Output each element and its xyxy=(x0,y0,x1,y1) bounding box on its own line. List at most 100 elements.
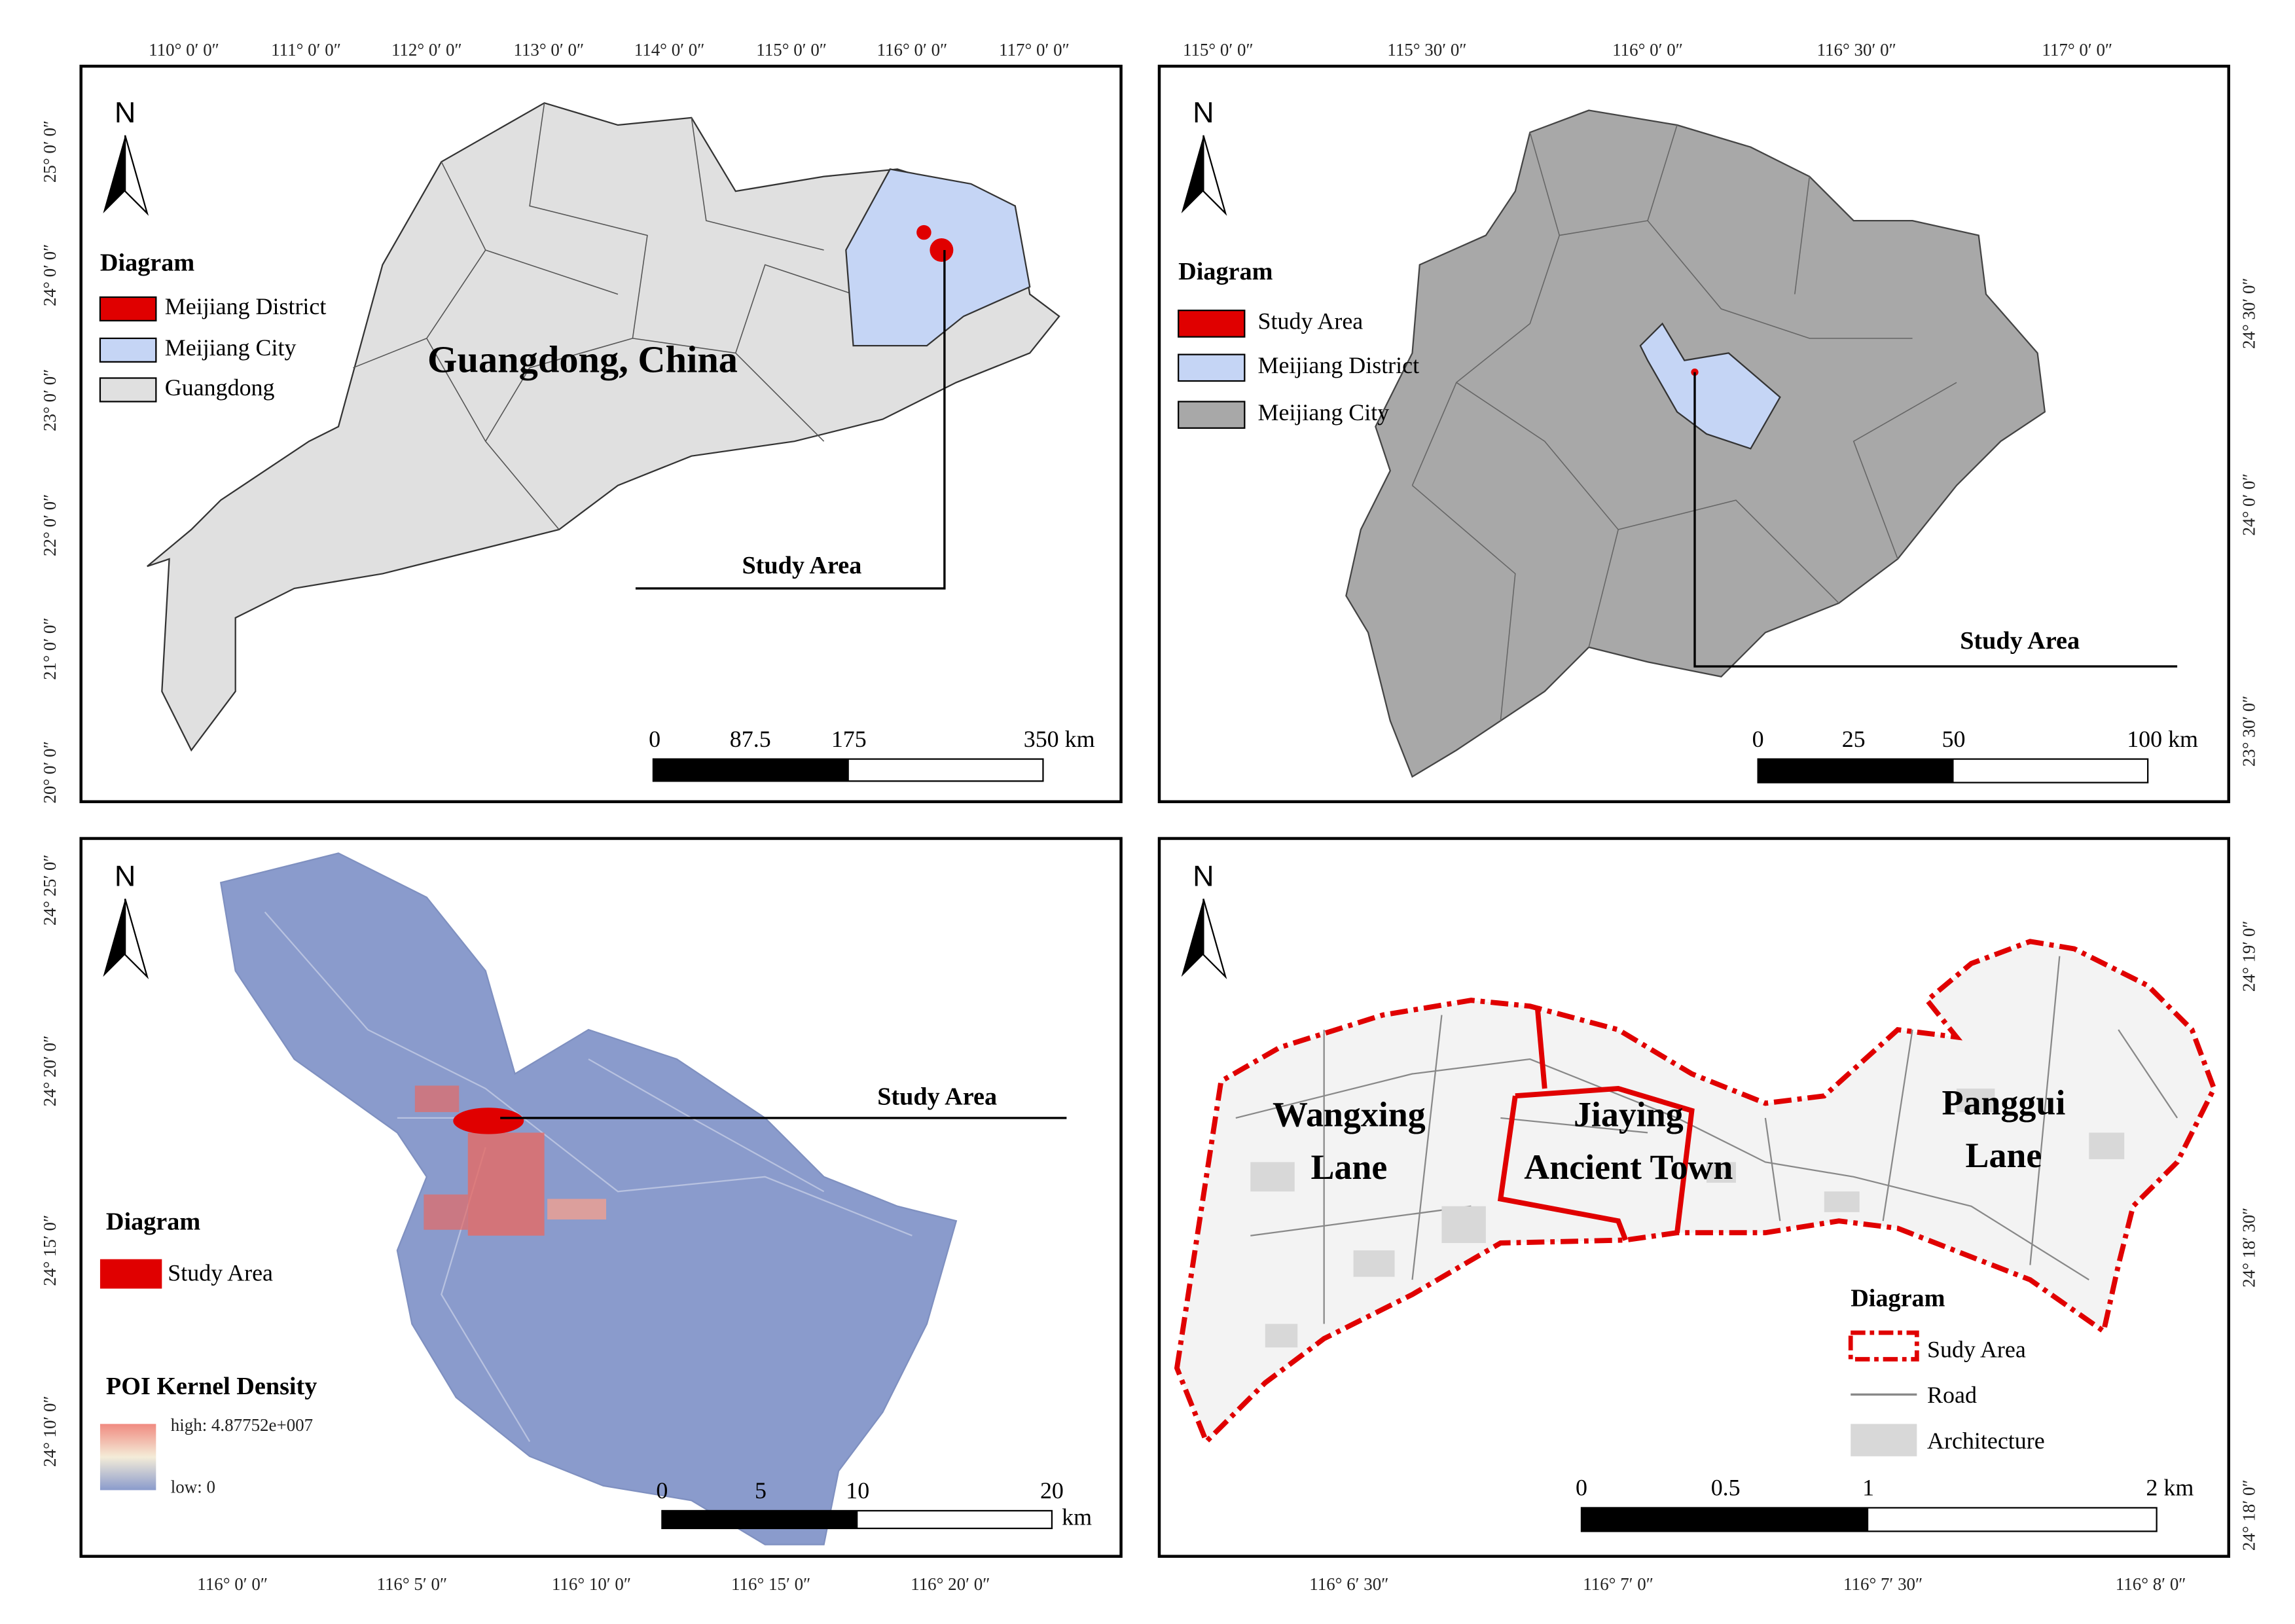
scale-label: 175 xyxy=(831,726,867,752)
axis-label: 115° 0′ 0″ xyxy=(1183,40,1254,60)
legend-label: Meijiang City xyxy=(1258,399,1390,425)
axis-label: 23° 30′ 0″ xyxy=(2239,696,2259,767)
axis-label: 24° 25′ 0″ xyxy=(40,854,60,926)
meijiang-district xyxy=(1639,322,1781,450)
north-arrow xyxy=(1202,898,1227,980)
scale-label: 5 xyxy=(755,1477,767,1504)
scale-label: 0 xyxy=(1752,726,1764,752)
axis-label: 24° 18′ 0″ xyxy=(2239,1479,2259,1551)
axis-label: 116° 15′ 0″ xyxy=(731,1574,810,1594)
legend-swatch xyxy=(99,1259,162,1289)
district-borders xyxy=(1411,124,1957,721)
guangdong xyxy=(147,102,1060,752)
north-arrow xyxy=(1181,135,1204,213)
study-area-boundary xyxy=(1174,939,2217,1447)
north-arrow xyxy=(124,898,149,980)
area-label: Wangxing xyxy=(1273,1094,1426,1134)
area-label: Ancient Town xyxy=(1524,1147,1733,1187)
axis-label: 115° 30′ 0″ xyxy=(1387,40,1466,60)
meijiang-district xyxy=(930,238,954,262)
axis-label: 116° 20′ 0″ xyxy=(911,1574,990,1594)
legend-label: Road xyxy=(1927,1382,1977,1408)
axis-label: 116° 8′ 0″ xyxy=(2116,1574,2186,1594)
legend-label: Meijiang District xyxy=(1258,352,1420,378)
scale-label: 25 xyxy=(1842,726,1866,752)
jiaying-boundary xyxy=(1497,1005,1695,1241)
axis-label: 116° 0′ 0″ xyxy=(1612,40,1683,60)
axis-label: 113° 0′ 0″ xyxy=(513,40,584,60)
scale-label: 100 km xyxy=(2127,726,2198,752)
legend-label: high: 4.87752e+007 xyxy=(171,1415,313,1435)
legend-label: Sudy Area xyxy=(1927,1337,2026,1363)
legend-label: Guangdong xyxy=(165,374,275,401)
axis-label: 116° 7′ 30″ xyxy=(1843,1574,1923,1594)
legend-label: Architecture xyxy=(1927,1428,2045,1454)
axis-label: 112° 0′ 0″ xyxy=(391,40,462,60)
scale-bar-fill xyxy=(653,759,849,782)
callout-line xyxy=(1693,372,2178,668)
legend-title: Diagram xyxy=(1178,258,1273,285)
legend-swatch xyxy=(99,337,157,363)
axis-label: 114° 0′ 0″ xyxy=(634,40,705,60)
north-label: N xyxy=(115,859,136,893)
axis-label: 116° 7′ 0″ xyxy=(1583,1574,1653,1594)
scale-bar-fill xyxy=(1758,759,1954,783)
scale-label: 20 xyxy=(1040,1477,1064,1504)
area-label: Lane xyxy=(1965,1136,2042,1175)
region-label: Guangdong, China xyxy=(427,338,738,380)
axis-label: 116° 6′ 30″ xyxy=(1309,1574,1388,1594)
legend-label: Study Area xyxy=(1258,308,1364,334)
legend-swatch xyxy=(1178,310,1246,338)
north-arrow xyxy=(103,899,126,977)
axis-label: 22° 0′ 0″ xyxy=(40,494,60,556)
north-arrow xyxy=(103,135,126,213)
scale-label: 1 xyxy=(1862,1475,1874,1501)
axis-label: 117° 0′ 0″ xyxy=(2042,40,2112,60)
scale-label: 50 xyxy=(1942,726,1966,752)
north-arrow xyxy=(1181,899,1204,977)
axis-label: 24° 30′ 0″ xyxy=(2239,278,2259,349)
callout-label: Study Area xyxy=(1960,627,2080,655)
density-hotspot xyxy=(547,1199,606,1219)
legend-label: Meijiang City xyxy=(165,334,297,361)
scale-bar-fill xyxy=(1581,1507,1869,1532)
legend-title: Diagram xyxy=(100,249,194,276)
axis-label: 116° 30′ 0″ xyxy=(1817,40,1896,60)
scale-label: 0 xyxy=(1576,1475,1587,1501)
legend-swatch xyxy=(99,377,157,403)
axis-label: 116° 0′ 0″ xyxy=(197,1574,268,1594)
panel-frame xyxy=(1157,64,2230,804)
axis-label: 25° 0′ 0″ xyxy=(40,120,60,183)
area-label: Lane xyxy=(1310,1147,1387,1187)
legend-swatch xyxy=(1178,401,1246,429)
legend-swatch xyxy=(1851,1424,1917,1456)
scale-label: 0 xyxy=(656,1477,668,1504)
axis-label: 24° 10′ 0″ xyxy=(40,1396,60,1467)
axis-label: 110° 0′ 0″ xyxy=(149,40,219,60)
axis-label: 111° 0′ 0″ xyxy=(271,40,341,60)
axis-label: 115° 0′ 0″ xyxy=(756,40,827,60)
axis-label: 24° 15′ 0″ xyxy=(40,1215,60,1286)
north-arrow xyxy=(1202,135,1227,216)
scale-bar-fill xyxy=(662,1510,858,1528)
area-label: Panggui xyxy=(1942,1083,2066,1122)
north-arrow xyxy=(124,135,149,216)
county-borders xyxy=(353,103,854,530)
axis-label: 24° 18′ 30″ xyxy=(2239,1208,2259,1288)
scale-unit: km xyxy=(1062,1504,1092,1530)
density-hotspot xyxy=(467,1132,545,1236)
legend-label: low: 0 xyxy=(171,1477,215,1496)
legend-swatch xyxy=(1178,353,1246,382)
callout-label: Study Area xyxy=(877,1083,997,1110)
north-label: N xyxy=(1193,859,1214,893)
axis-label: 116° 0′ 0″ xyxy=(877,40,948,60)
density-ramp xyxy=(99,1424,156,1490)
legend-title: Diagram xyxy=(106,1208,200,1236)
axis-label: 24° 0′ 0″ xyxy=(40,244,60,306)
legend-title: Diagram xyxy=(1851,1284,1945,1312)
study-area xyxy=(453,1108,524,1134)
north-label: N xyxy=(1193,96,1214,129)
panel-frame xyxy=(1157,837,2230,1558)
legend-label: Study Area xyxy=(168,1260,273,1286)
